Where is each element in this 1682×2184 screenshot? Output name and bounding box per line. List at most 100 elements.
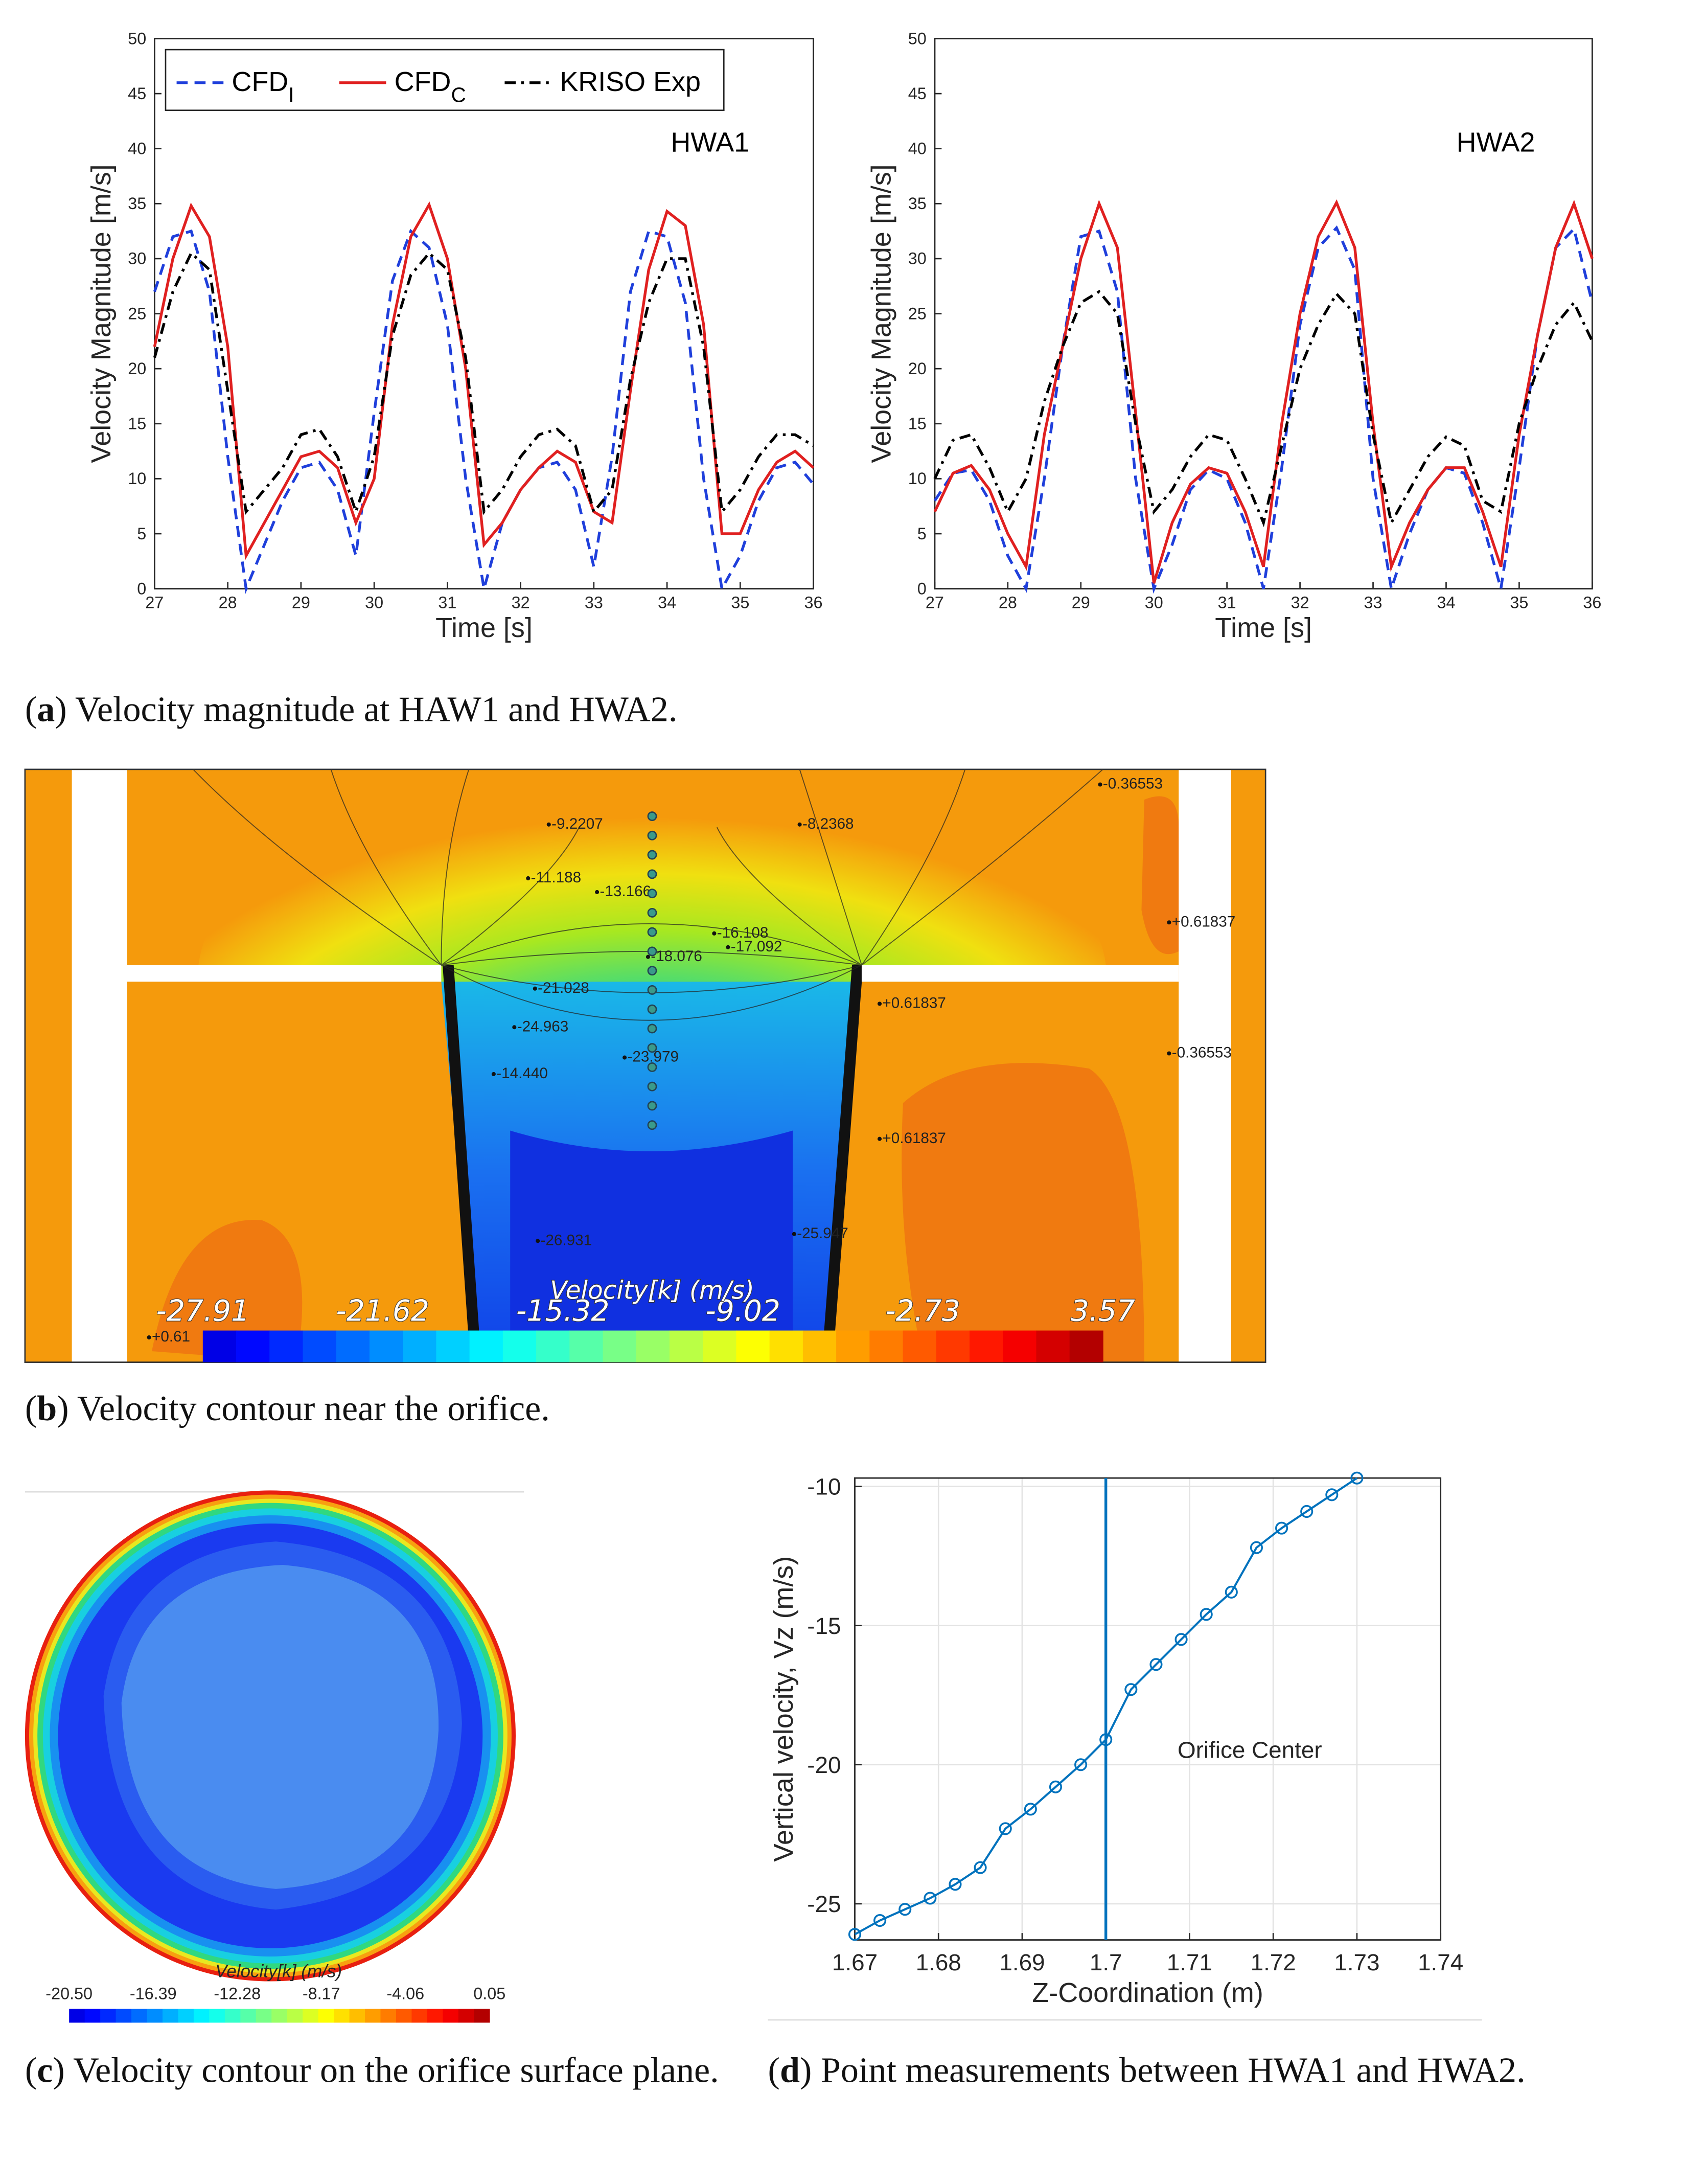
x-tick-label: 36 [1583,593,1601,611]
colorbar-cell [636,1330,670,1362]
y-tick-label: 30 [908,249,927,268]
probe-point [647,1043,657,1053]
x-tick-label: 36 [804,593,823,611]
caption: (d) Point measurements between HWA1 and … [768,2050,1526,2090]
colorbar-cell [147,2009,163,2023]
colorbar-cell [474,2009,490,2023]
probe-point [647,946,657,957]
x-tick-label: 31 [438,593,456,611]
x-tick-label: 1.74 [1418,1949,1463,1975]
colorbar-cell [936,1330,970,1362]
point [873,1914,887,1927]
probe-point [647,830,657,840]
point [1350,1471,1364,1485]
legend-label: CFDC [395,66,466,107]
contour-label: +0.61837 [882,994,946,1011]
series-line [153,201,815,561]
point [1300,1505,1314,1518]
y-tick-label: 0 [917,579,927,598]
axes-box [854,1477,1442,1941]
x-tick-label: 34 [1437,593,1455,611]
colorbar-cell [240,2009,257,2023]
contour-dot [533,986,537,991]
caption-body: Velocity contour near the orifice. [77,1388,550,1429]
axes-box [154,38,814,589]
y-tick-label: 35 [128,194,146,213]
y-tick-label: 15 [128,415,146,433]
caption-text: (a) Velocity magnitude at HAW1 and HWA2. [25,689,678,730]
legend-label: CFDI [232,66,294,107]
y-axis-label: Velocity Magnitude [m/s] [866,164,897,463]
plot-area [854,1477,1442,1941]
colorbar-cell [178,2009,194,2023]
probe-point [647,907,657,918]
contour-label: -14.440 [496,1065,548,1082]
y-tick-label: 20 [128,359,146,378]
y-tick-label: 0 [137,579,146,598]
contour-dot [147,1335,151,1340]
point [1149,1658,1163,1671]
y-axis-label: Velocity Magnitude [m/s] [86,164,117,463]
legend-name: KRISO Exp [560,66,701,97]
x-tick-label: 35 [731,593,749,611]
y-tick-label: 45 [908,84,927,103]
colorbar-cell [318,2009,334,2023]
colorbar-tick-label: -20.50 [45,1985,93,2003]
annotation: Orifice Center [1178,1737,1322,1763]
contour-dot [491,1072,496,1076]
colorbar-cell [1036,1330,1070,1362]
colorbar-tick-label: -15.32 [516,1294,610,1328]
y-tick-label: -20 [807,1752,841,1778]
colorbar-cell [365,2009,381,2023]
colorbar-tick-label: 0.05 [473,1985,505,2003]
colorbar-title: Velocity[k] (m/s) [550,1277,754,1305]
contour-dot [546,822,551,827]
y-tick-label: 20 [908,359,927,378]
contour-label: -24.963 [517,1018,569,1035]
caption-body: Point measurements between HWA1 and HWA2… [820,2050,1526,2090]
colorbar-tick-label: -12.28 [214,1985,261,2003]
x-tick-label: 27 [145,593,164,611]
colorbar-cell [443,2009,459,2023]
colorbar-cell [193,2009,210,2023]
contour-label: -13.166 [600,883,652,900]
colorbar-cell [802,1330,837,1362]
y-tick-label: 50 [908,29,927,48]
y-tick-label: 40 [128,140,146,158]
y-tick-label: 5 [917,525,927,543]
caption: (a) Velocity magnitude at HAW1 and HWA2. [25,689,678,730]
colorbar-cell [502,1330,537,1362]
caption-text: (b) Velocity contour near the orifice. [25,1388,550,1429]
x-tick-label: 1.72 [1251,1949,1296,1975]
contour-image-c [25,1490,524,1982]
colorbar-cell [669,1330,704,1362]
colorbar-tick-label: -27.91 [156,1294,250,1328]
contour-dot [1098,782,1102,787]
colorbar-cell [1069,1330,1103,1362]
contour-label: -11.188 [531,869,581,886]
colorbar-cell [287,2009,303,2023]
point [1024,1803,1037,1816]
legend-box [165,49,725,111]
colorbar-cell [84,2009,101,2023]
contour-dot [526,876,531,881]
caption-text: (c) Velocity contour on the orifice surf… [25,2050,719,2090]
x-tick-label: 31 [1218,593,1236,611]
colorbar-cell [970,1330,1004,1362]
probe-point [647,869,657,879]
caption-label: c [37,2050,53,2090]
colorbar-cell [703,1330,737,1362]
colorbar-cell [603,1330,637,1362]
chart-title: HWA2 [1457,127,1535,158]
colorbar-cell [303,2009,319,2023]
caption-body: Velocity magnitude at HAW1 and HWA2. [75,689,678,730]
colorbar-cell [569,1330,604,1362]
colorbar-tick-label: -21.62 [336,1294,429,1328]
colorbar-cell [162,2009,179,2023]
x-tick-label: 1.67 [832,1949,878,1975]
legend-subscript: C [451,83,466,107]
series-line [153,251,814,516]
y-tick-label: 40 [908,140,927,158]
y-tick-label: 35 [908,194,927,213]
